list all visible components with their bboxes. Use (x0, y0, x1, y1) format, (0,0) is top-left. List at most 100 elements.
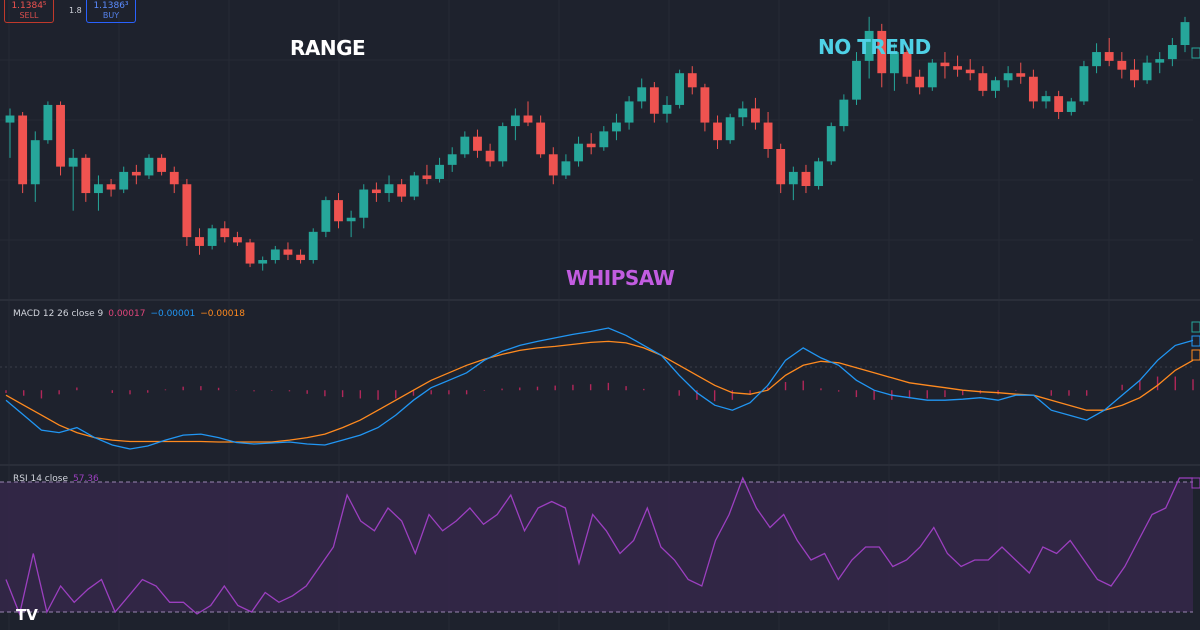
rsi-legend-title: RSI 14 close (13, 474, 68, 484)
candle-body (106, 184, 116, 190)
candle-body (346, 217, 356, 222)
candle-body (801, 171, 811, 187)
candle-body (738, 108, 748, 118)
candle-body (978, 73, 988, 91)
candle-body (157, 157, 167, 172)
candle-body (662, 104, 672, 114)
candle-body (864, 30, 874, 61)
tradingview-logo: TV (16, 606, 38, 624)
candle-body (371, 189, 381, 194)
candle-body (763, 122, 773, 149)
rsi-marker (1191, 477, 1200, 489)
candle-body (624, 101, 634, 123)
candle-body (308, 231, 318, 261)
annotation-no-trend: NO TREND (818, 35, 931, 59)
candle-body (700, 87, 710, 123)
sell-label: SELL (19, 11, 39, 20)
candle-body (687, 73, 697, 88)
candle-body (359, 189, 369, 218)
candle-body (144, 157, 154, 176)
macd-marker (1191, 335, 1200, 347)
candle-body (296, 254, 306, 261)
rsi-legend[interactable]: RSI 14 close 57.36 (13, 474, 104, 484)
candle-body (258, 260, 268, 264)
candle-body (1066, 101, 1076, 112)
candle-body (1028, 76, 1038, 102)
candle-body (220, 228, 230, 238)
candles-layer (5, 16, 1190, 271)
candle-body (1167, 45, 1177, 60)
candle-body (498, 126, 508, 162)
candle-body (713, 122, 722, 141)
candle-body (30, 140, 40, 185)
candle-body (435, 164, 444, 179)
candle-body (725, 117, 735, 141)
candle-body (321, 200, 331, 232)
candle-body (902, 52, 912, 77)
buy-button[interactable]: 1.1386³ BUY (86, 0, 136, 23)
candle-body (283, 249, 293, 255)
candle-body (991, 80, 1000, 91)
macd-signal-line (5, 340, 1194, 443)
candle-body (1155, 59, 1165, 63)
candle-body (1130, 69, 1139, 81)
candle-body (649, 87, 659, 114)
candle-body (68, 157, 78, 167)
candle-body (953, 66, 963, 70)
annotation-range: RANGE (290, 36, 366, 60)
macd-legend-macd: −0.00001 (150, 309, 196, 319)
candle-body (1104, 52, 1114, 61)
candle-body (195, 237, 204, 246)
candle-body (548, 154, 558, 176)
rsi-legend-value: 57.36 (72, 474, 99, 484)
candle-body (675, 73, 685, 105)
buy-price: 1.1386³ (93, 1, 129, 11)
candle-body (1092, 52, 1101, 67)
rsi-line (5, 476, 1193, 617)
candle-body (788, 171, 798, 185)
candle-body (1054, 96, 1064, 112)
candle-body (889, 52, 899, 74)
candle-body (169, 171, 179, 185)
candle-body (245, 242, 255, 264)
rsi-band (0, 482, 1193, 612)
candle-body (536, 122, 546, 155)
candle-body (637, 87, 647, 102)
candle-body (915, 76, 925, 88)
candle-body (18, 115, 28, 185)
candle-body (131, 171, 141, 176)
candle-body (1117, 60, 1127, 70)
candle-body (586, 143, 596, 148)
candle-body (814, 161, 824, 187)
candle-body (56, 104, 65, 167)
macd-legend-hist: 0.00017 (108, 309, 146, 319)
candle-body (182, 184, 192, 238)
candle-body (384, 184, 394, 194)
candle-body (270, 249, 280, 261)
macd-legend[interactable]: MACD 12 26 close 9 0.00017 −0.00001 −0.0001… (13, 309, 250, 319)
candle-body (460, 136, 470, 155)
candle-body (839, 99, 849, 127)
hist-marker (1191, 321, 1200, 333)
macd-legend-signal: −0.00018 (200, 309, 245, 319)
buy-label: BUY (102, 11, 120, 20)
sell-button[interactable]: 1.1384⁵ SELL (4, 0, 54, 23)
candle-body (334, 200, 343, 222)
candle-body (232, 237, 242, 243)
candle-body (473, 136, 482, 151)
macd-histogram (5, 376, 1194, 402)
price-marker (1191, 47, 1200, 59)
candle-body (776, 149, 786, 185)
candle-body (877, 30, 887, 74)
signal-marker (1191, 349, 1200, 361)
candle-body (1142, 62, 1152, 81)
candle-body (409, 175, 419, 197)
macd-line (5, 327, 1194, 450)
candle-body (5, 115, 15, 123)
candle-body (447, 154, 457, 165)
candle-body (574, 143, 583, 162)
candle-body (940, 62, 950, 67)
candle-body (81, 157, 91, 194)
